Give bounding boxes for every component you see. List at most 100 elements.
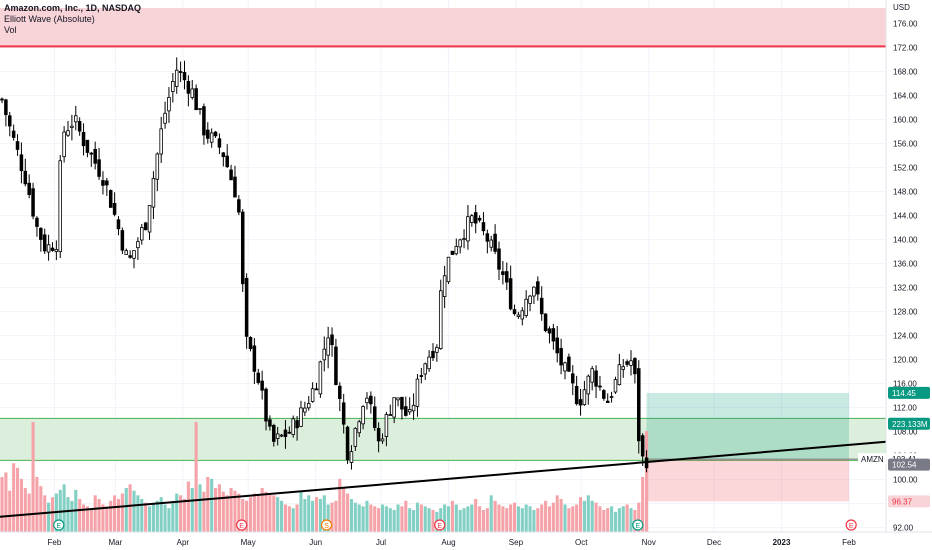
x-tick-label: Mar [108,538,122,547]
candle-body [454,246,459,255]
candle-body [473,212,478,224]
volume-bar [303,499,307,532]
volume-bar [0,477,4,532]
candle-body [299,407,303,427]
candle-body [330,334,334,346]
volume-bar [89,510,93,532]
volume-bar [291,508,295,532]
candle-body [143,222,148,231]
candle-body [279,434,284,437]
candle-body [353,428,358,447]
volume-bar [322,495,326,532]
price-label-box [888,495,930,508]
candle-body [555,337,559,354]
volume-bar [423,506,427,532]
y-tick-label: 148.00 [893,188,918,197]
candle-body [120,230,125,251]
volume-bar [594,502,598,532]
candle-body [376,427,381,442]
candle-body [345,426,350,461]
volume-bar [66,497,70,532]
volume-bar [101,504,105,532]
earnings-marker [845,519,857,531]
volume-bar [384,506,388,532]
volume-bar [128,484,132,532]
candle-body [582,389,587,406]
volume-bar [182,499,187,532]
volume-bar [206,477,210,532]
candle-body [8,115,12,127]
price-label-box [888,417,930,430]
volume-bar [334,500,338,532]
volume-bar [213,488,218,532]
volume-bar [198,484,202,532]
candle-body [147,205,152,233]
candle-body [15,141,20,150]
candle-body [178,71,183,73]
position-stop-zone [646,459,849,502]
candle-body [50,247,55,251]
volume-bar [629,508,633,532]
candle-body [388,414,393,416]
volume-bar [295,504,299,532]
volume-bar [202,491,206,532]
candle-body [209,132,214,143]
candle-body [547,328,552,334]
x-tick-label: Oct [575,538,588,547]
candle-body [520,310,525,320]
earnings-marker [236,519,248,531]
candle-body [213,131,218,137]
currency-label: USD [893,3,910,12]
volume-bar [516,506,520,532]
candle-body [524,298,528,316]
volume-bar [283,504,287,532]
earnings-marker [434,519,446,531]
elliott-wave-indicator-label[interactable]: Elliott Wave (Absolute) [4,14,95,24]
candle-body [528,295,532,304]
volume-bar [35,477,39,532]
candle-body [637,368,641,442]
volume-bar [532,510,536,532]
candle-body [159,128,163,155]
candle-body [295,420,299,429]
price-label-text: 102.54 [892,461,917,470]
volume-bar [307,495,311,532]
candle-body [334,346,338,385]
volume-bar [252,493,256,532]
candle-body [240,211,245,285]
y-tick-label: 152.00 [893,164,918,173]
candle-body [407,409,412,413]
volume-bar [85,506,89,532]
volume-bar [474,499,478,532]
y-tick-label: 144.00 [893,212,918,221]
candle-body [0,98,4,101]
candle-body [140,227,144,241]
y-tick-label: 168.00 [893,68,918,77]
y-tick-label: 112.00 [893,404,917,413]
volume-bar [547,506,552,532]
candle-body [563,362,567,372]
candle-body [116,219,121,230]
volume-bar [380,504,385,532]
candle-body [501,271,505,275]
volume-bar [47,502,51,532]
volume-bar [392,510,396,532]
volume-bar [396,504,400,532]
volume-indicator-label[interactable]: Vol [4,25,17,35]
candle-body [303,407,307,413]
candle-body [190,88,195,98]
volume-bar [116,499,121,532]
candle-body [559,347,563,366]
candle-body [341,402,346,425]
volume-bar [175,493,179,532]
candle-body [268,419,272,427]
volume-bar [641,477,645,532]
candle-body [586,375,591,395]
price-label-text: 223.133M [892,420,928,429]
price-label-text: 96.37 [892,497,913,506]
y-tick-label: 116.00 [893,380,917,389]
candle-body [272,424,276,442]
candle-body [485,233,490,242]
symbol-title[interactable]: Amazon.com, Inc., 1D, NASDAQ [4,3,142,13]
